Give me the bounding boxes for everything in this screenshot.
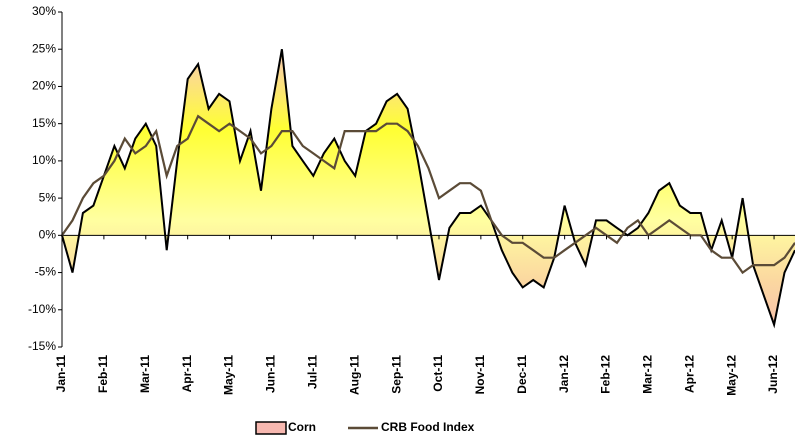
y-tick-label: -15% — [28, 339, 56, 353]
legend: Corn CRB Food Index — [255, 420, 475, 435]
legend-label: CRB Food Index — [381, 420, 475, 434]
y-tick-label: 25% — [32, 41, 56, 55]
x-tick-label: Apr-12 — [682, 355, 696, 393]
x-tick-label: Aug-11 — [347, 355, 361, 395]
y-tick-label: 20% — [32, 79, 56, 93]
x-tick-label: Jul-11 — [305, 355, 319, 389]
x-tick-label: Jan-11 — [54, 355, 68, 393]
x-tick-label: May-11 — [222, 355, 236, 395]
line — [61, 114, 795, 275]
x-tick-label: Mar-12 — [641, 355, 655, 394]
y-tick-label: 30% — [32, 4, 56, 18]
x-tick-label: Jun-12 — [766, 355, 780, 394]
x-tick-label: Nov-11 — [473, 355, 487, 395]
x-tick-label: Feb-12 — [599, 355, 613, 394]
x-tick-label: Jun-11 — [264, 355, 278, 393]
x-tick-label: Mar-11 — [138, 355, 152, 393]
y-tick-label: 15% — [32, 116, 56, 130]
y-tick-label: 10% — [32, 153, 56, 167]
x-tick-label: Oct-11 — [431, 355, 445, 392]
legend-swatch — [255, 421, 287, 435]
line — [61, 49, 795, 329]
area — [62, 49, 795, 325]
y-tick-label: 5% — [39, 190, 57, 204]
y-tick-label: -5% — [35, 265, 57, 279]
x-tick-label: Jan-12 — [557, 355, 571, 393]
x-tick-label: Sep-11 — [389, 355, 403, 394]
x-tick-label: Dec-11 — [515, 355, 529, 394]
x-tick-label: Feb-11 — [96, 355, 110, 393]
y-tick-label: 0% — [39, 228, 57, 242]
legend-label: Corn — [288, 420, 316, 434]
y-tick-label: -10% — [28, 302, 56, 316]
x-tick-label: Apr-11 — [180, 355, 194, 393]
x-tick-label: May-12 — [724, 355, 738, 396]
